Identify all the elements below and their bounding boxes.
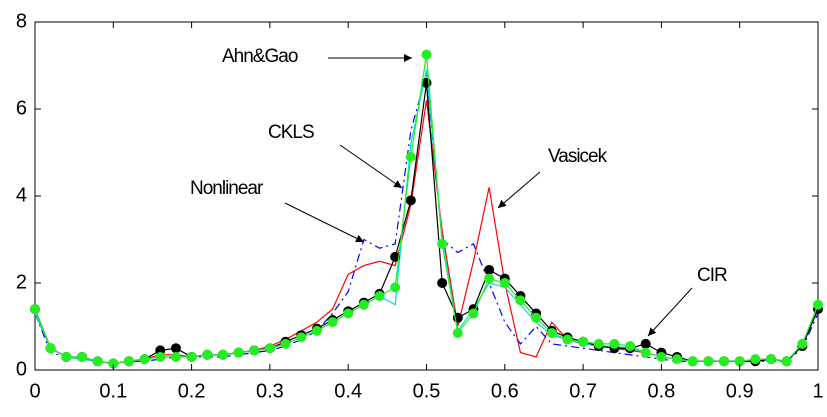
data-point [672, 354, 683, 365]
x-tick-label: 0.2 [178, 380, 206, 402]
data-point [155, 351, 166, 362]
series-line [34, 69, 819, 365]
data-point [30, 304, 40, 315]
data-point [593, 338, 604, 349]
data-point [640, 338, 651, 349]
data-point [421, 49, 432, 60]
data-point [484, 273, 495, 284]
data-point [452, 328, 463, 339]
plot [30, 49, 823, 369]
data-point [390, 282, 401, 293]
x-tick-label: 0.8 [647, 380, 675, 402]
data-point [186, 351, 197, 362]
data-point [405, 195, 416, 206]
data-point [139, 354, 150, 365]
arrow [647, 287, 693, 337]
data-point [76, 351, 87, 362]
data-point [311, 325, 322, 336]
data-point [515, 295, 526, 306]
data-point [61, 351, 72, 362]
data-point [92, 356, 103, 367]
series-line [34, 82, 819, 365]
data-point [468, 308, 479, 319]
arrow [284, 202, 365, 243]
data-point [531, 312, 542, 323]
data-point [45, 343, 56, 354]
data-point [390, 251, 401, 262]
data-point [296, 332, 307, 343]
annotations: Ahn&Gao CKLS Vasicek Nonlinear CIR [190, 46, 728, 337]
data-point [202, 349, 213, 360]
x-tick-label: 0.4 [334, 380, 362, 402]
x-tick-label: 0.7 [569, 380, 597, 402]
x-tick-label: 1 [812, 380, 823, 402]
arrow [497, 171, 541, 209]
data-point [546, 328, 557, 339]
data-point [437, 278, 448, 288]
annotation: Vasicek [548, 146, 608, 167]
data-point [719, 356, 730, 367]
annotation: CKLS [268, 122, 314, 143]
x-tick-label: 0.5 [413, 380, 441, 402]
data-point [813, 299, 823, 310]
y-tick-label: 4 [16, 184, 27, 206]
y-tick-label: 0 [16, 358, 27, 380]
data-point [123, 356, 134, 367]
data-point [374, 291, 385, 302]
data-point [233, 347, 244, 358]
y-tick-label: 8 [16, 10, 27, 32]
data-point [656, 351, 667, 362]
data-point [640, 347, 651, 358]
data-point [625, 341, 636, 352]
data-point [327, 317, 338, 328]
x-tick-label: 0.9 [726, 380, 754, 402]
data-point [734, 356, 745, 367]
data-point [703, 356, 714, 367]
data-point [170, 343, 181, 354]
data-point [562, 334, 573, 345]
data-point [358, 299, 369, 310]
data-point [781, 356, 792, 367]
data-point [249, 345, 260, 356]
data-point [170, 351, 181, 362]
x-tick-label: 0.1 [99, 380, 127, 402]
data-point [499, 278, 510, 288]
data-point [217, 349, 228, 360]
x-tick-label: 0.6 [491, 380, 519, 402]
x-tick-label: 0.3 [256, 380, 284, 402]
y-tick-label: 6 [16, 97, 27, 119]
data-point [484, 264, 495, 275]
annotation: CIR [697, 265, 727, 286]
data-point [609, 338, 620, 349]
x-tick-label: 0 [29, 380, 40, 402]
data-point [108, 358, 119, 369]
data-point [264, 343, 275, 354]
data-point [578, 336, 589, 347]
data-point [687, 356, 698, 367]
data-point [280, 338, 291, 349]
series-line [34, 74, 819, 365]
y-tick-label: 2 [16, 271, 27, 293]
annotation: Nonlinear [190, 178, 264, 199]
series-line [34, 100, 819, 365]
data-point [405, 151, 416, 162]
arrow [339, 144, 403, 189]
data-point [437, 238, 448, 249]
data-point [343, 308, 354, 319]
annotation: Ahn&Gao [222, 46, 298, 67]
data-point [766, 354, 777, 365]
data-point [797, 338, 808, 349]
data-point [750, 354, 761, 365]
